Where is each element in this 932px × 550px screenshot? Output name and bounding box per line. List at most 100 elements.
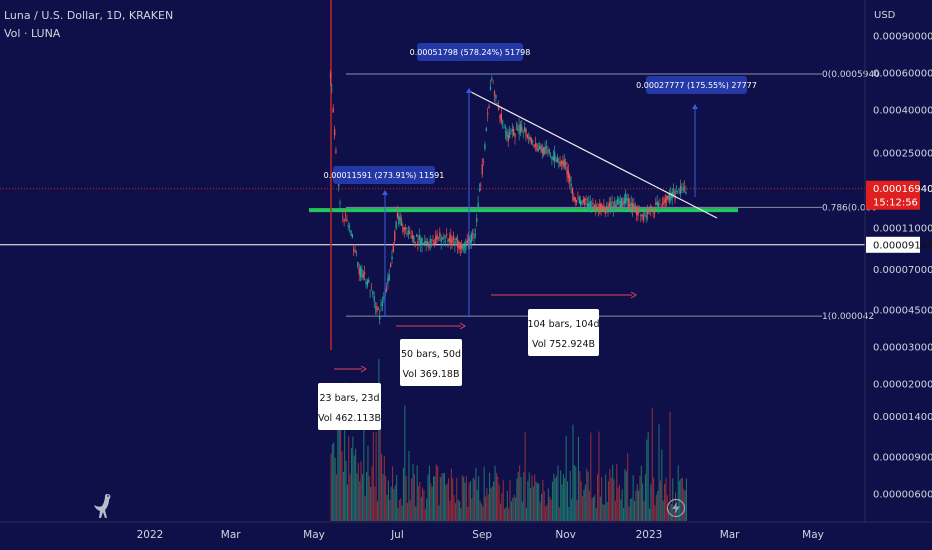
candle-body <box>662 202 664 205</box>
candle-body <box>570 183 572 187</box>
candle-body <box>558 161 560 163</box>
volume-bar <box>495 472 497 521</box>
candle-body <box>362 274 364 278</box>
candle-body <box>666 195 668 201</box>
volume-bar <box>545 506 547 521</box>
candle-body <box>524 127 526 132</box>
candle-body <box>591 206 593 209</box>
volume-bar <box>335 474 337 521</box>
volume-bar <box>546 504 548 521</box>
fib-1-label: 1(0.000042 <box>822 312 874 322</box>
candle-body <box>555 159 557 162</box>
volume-bar <box>413 474 415 521</box>
candle-body <box>422 242 425 244</box>
candle-body <box>655 202 657 205</box>
volume-bar <box>534 474 536 521</box>
candle-body <box>525 128 527 136</box>
volume-bar <box>590 432 592 521</box>
measure-2-label: 0.00051798 (578.24%) 51798 <box>410 48 531 57</box>
volume-bar <box>550 499 552 521</box>
candle-body <box>437 236 440 238</box>
volume-bar <box>658 424 660 521</box>
candle-body <box>405 227 407 230</box>
volume-bar <box>393 488 395 521</box>
candle-body <box>636 206 638 215</box>
candle-body <box>409 232 411 234</box>
candle-body <box>462 244 464 251</box>
candle-body <box>588 202 590 209</box>
candle-body <box>596 204 598 205</box>
volume-bar <box>330 453 332 521</box>
volume-bar <box>386 495 388 521</box>
volume-bar <box>420 496 422 521</box>
candle-body <box>518 124 520 135</box>
volume-bar <box>459 501 461 521</box>
candle-body <box>659 203 661 205</box>
volume-bar <box>657 491 659 521</box>
volume-bar <box>348 436 350 521</box>
volume-bar <box>468 482 470 521</box>
candle-body <box>355 253 358 255</box>
candle-body <box>485 128 487 132</box>
candle-body <box>519 124 522 133</box>
volume-bar <box>649 508 651 521</box>
volume-bar <box>334 457 336 521</box>
time-tick-label: 2022 <box>137 529 164 541</box>
volume-bar <box>655 494 657 521</box>
candle-body <box>459 243 461 250</box>
volume-bar <box>617 487 619 521</box>
volume-bar <box>422 487 424 521</box>
price-tick-label: 0.00002000 <box>873 380 932 391</box>
candle-body <box>443 235 445 239</box>
volume-bar <box>538 483 540 521</box>
volume-bar <box>531 475 533 521</box>
volume-bar <box>486 487 488 521</box>
candle-body <box>499 115 501 119</box>
candle-body <box>398 215 400 225</box>
candle-body <box>403 227 405 230</box>
candle-body <box>451 239 453 243</box>
candle-body <box>400 220 403 227</box>
volume-bar <box>382 474 384 521</box>
volume-bar <box>372 431 374 521</box>
candle-body <box>604 208 606 214</box>
candle-body <box>559 161 561 167</box>
volume-bar <box>389 500 391 521</box>
volume-bar <box>474 479 476 521</box>
volume-bar <box>483 466 485 521</box>
candle-body <box>621 197 623 207</box>
volume-bar <box>664 483 666 521</box>
volume-bar <box>612 464 614 521</box>
volume-bar <box>605 474 607 521</box>
measure-1-arrow-head <box>382 190 388 195</box>
candle-body <box>346 219 348 222</box>
volume-bar <box>502 480 504 521</box>
candle-body <box>343 218 345 221</box>
volume-bar <box>528 472 530 521</box>
candle-body <box>569 175 571 182</box>
volume-bar <box>669 411 671 521</box>
candle-body <box>502 121 504 124</box>
volume-bar <box>577 436 579 521</box>
volume-bar <box>524 432 526 521</box>
volume-bar <box>411 478 413 521</box>
volume-bar <box>536 483 538 521</box>
candle-body <box>424 241 426 244</box>
volume-bar <box>457 499 459 521</box>
candle-body <box>481 164 483 175</box>
bolt-icon[interactable] <box>666 498 686 518</box>
volume-bar <box>564 478 566 521</box>
candle-body <box>358 267 360 275</box>
time-tick-label: May <box>303 529 325 541</box>
candle-body <box>469 239 471 244</box>
candle-body <box>608 203 610 208</box>
candle-body <box>472 233 474 235</box>
candle-body <box>633 204 635 210</box>
volume-bar <box>356 473 358 521</box>
range-3-bars: 104 bars, 104d <box>527 319 599 330</box>
volume-bar <box>621 489 623 521</box>
volume-bar <box>598 431 600 521</box>
volume-bar <box>344 382 346 521</box>
